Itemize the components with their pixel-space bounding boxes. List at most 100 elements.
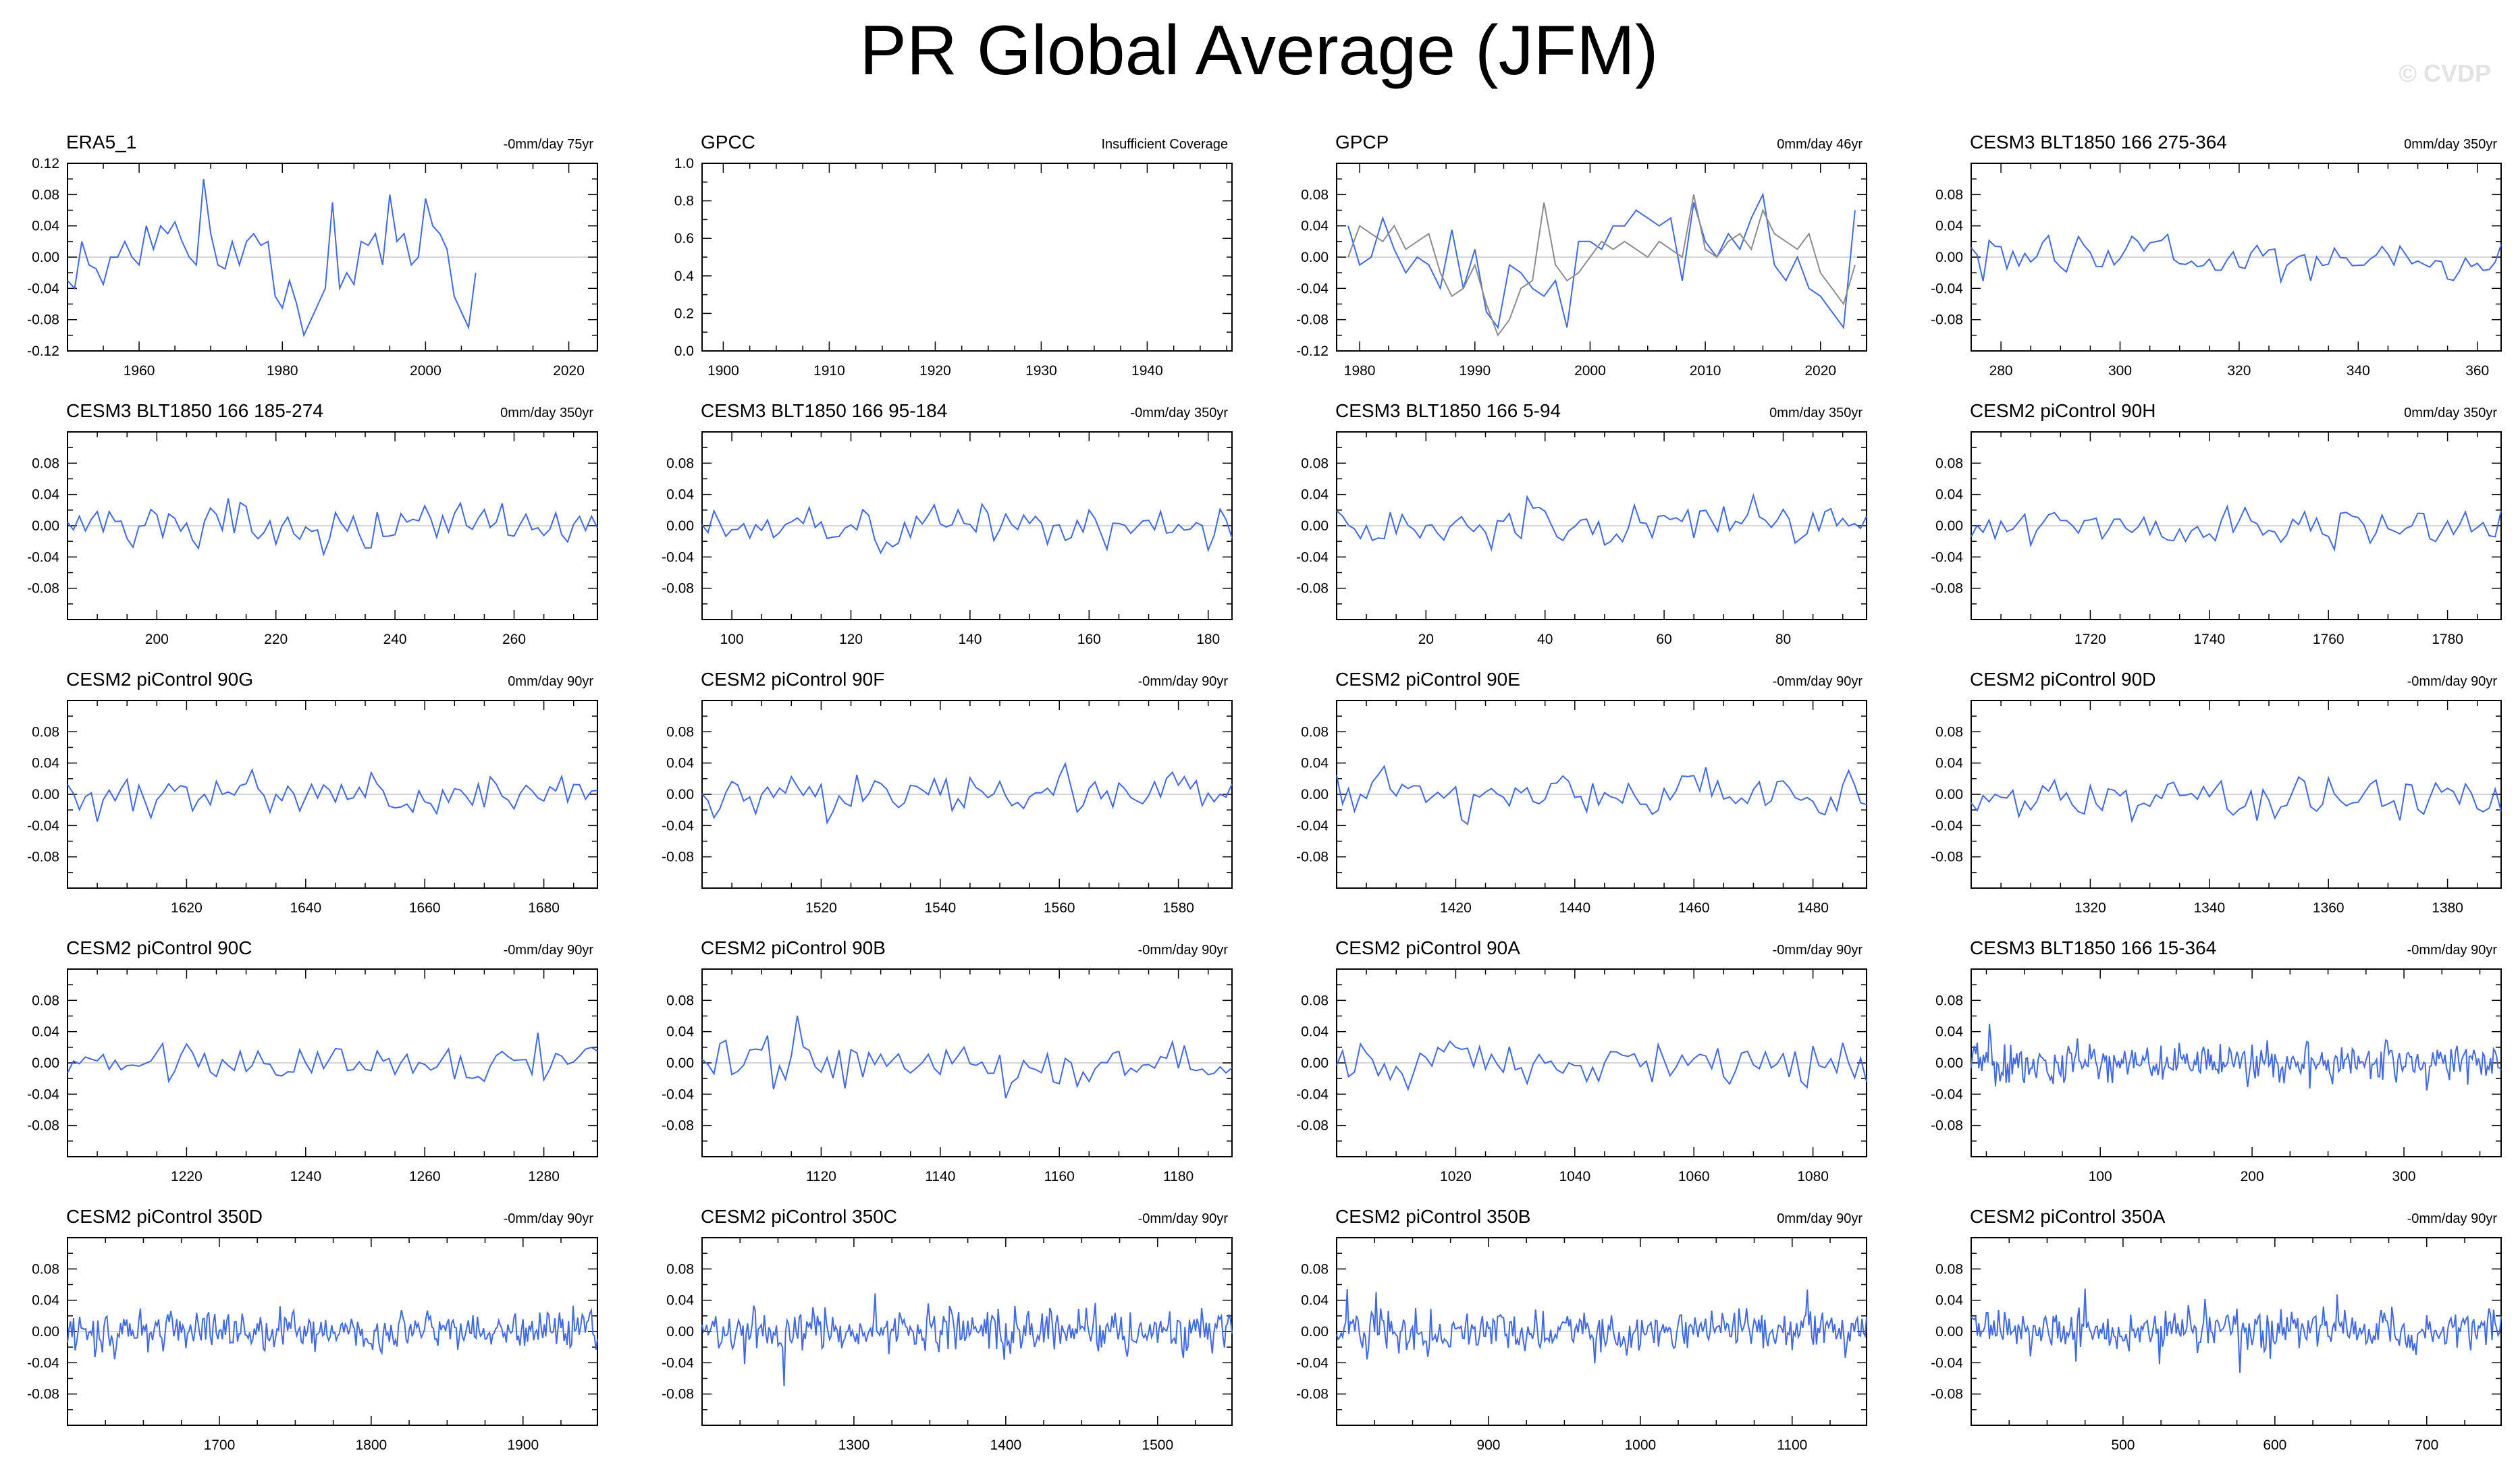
x-tick-label: 1930 [1025,363,1057,379]
x-tick-label: 1640 [290,900,321,916]
y-tick-label: -0.04 [27,1355,59,1371]
x-tick-label: 320 [2227,363,2251,379]
x-tick-label: 260 [502,632,526,647]
series-line-1 [1347,192,1856,329]
y-tick-label: -0.08 [1931,1387,1963,1402]
x-tick-label: 1380 [2432,900,2463,916]
y-tick-label: -0.04 [1296,1355,1329,1371]
panel-title: CESM2 piControl 90H [1970,400,2155,421]
x-tick-label: 1420 [1440,900,1472,916]
x-tick-label: 1980 [267,363,298,379]
y-tick-label: 0.08 [1301,187,1329,202]
x-tick-label: 600 [2263,1437,2286,1453]
panel-4: CESM3 BLT1850 166 275-364 0mm/day 350yr -0… [1931,132,2502,379]
x-tick-label: 1340 [2193,900,2225,916]
y-tick-label: 0.08 [32,724,59,740]
y-tick-label: 0.8 [674,194,694,209]
panel-15: CESM2 piControl 90A -0mm/day 90yr -0.08 -0.… [1296,937,1867,1184]
y-tick-label: 0.00 [1301,1324,1329,1340]
x-tick-label: 1990 [1459,363,1491,379]
x-tick-label: 1780 [2432,632,2463,647]
y-tick-label: 0.08 [1301,724,1329,740]
panel-2: GPCC Insufficient Coverage 0.0 0.2 0.4 0.6 0.8… [674,132,1233,379]
x-tick-label: 1500 [1142,1437,1173,1453]
panel-trend-label: -0mm/day 90yr [1138,1211,1229,1226]
y-tick-label: 0.00 [1935,1055,1963,1071]
panel-18: CESM2 piControl 350C -0mm/day 90yr -0.08 -0… [662,1206,1233,1453]
x-tick-label: 1700 [204,1437,236,1453]
x-tick-label: 1980 [1344,363,1376,379]
panel-3: GPCP 0mm/day 46yr -0.12 -0.08 -0.04 0.00 0.04 0… [1296,132,1867,379]
x-tick-label: 1480 [1797,900,1829,916]
panel-7: CESM3 BLT1850 166 5-94 0mm/day 350yr -0.08… [1296,400,1867,647]
y-tick-label: 0.08 [32,456,59,471]
panel-9: CESM2 piControl 90G 0mm/day 90yr -0.08 -0.0… [27,669,598,916]
x-tick-label: 340 [2347,363,2370,379]
y-tick-label: 0.00 [32,1055,59,1071]
y-tick-label: 0.04 [32,487,59,503]
y-tick-label: 0.04 [666,1293,694,1309]
y-tick-label: -0.08 [27,850,59,865]
x-tick-label: 1740 [2193,632,2225,647]
y-tick-label: -0.08 [1296,1387,1329,1402]
panel-title: CESM2 piControl 350C [701,1206,897,1227]
panel-title: CESM3 BLT1850 166 15-364 [1970,937,2216,958]
x-tick-label: 160 [1077,632,1101,647]
x-tick-label: 1680 [528,900,560,916]
y-tick-label: -0.04 [1931,549,1963,565]
y-tick-label: 0.00 [666,787,694,802]
y-tick-label: -0.08 [1296,850,1329,865]
x-tick-label: 2000 [1574,363,1606,379]
y-tick-label: 0.08 [666,1261,694,1277]
x-tick-label: 360 [2465,363,2489,379]
y-tick-label: -0.08 [662,1387,694,1402]
y-tick-label: 0.00 [32,250,59,265]
x-tick-label: 60 [1656,632,1671,647]
x-tick-label: 1900 [707,363,739,379]
panel-20: CESM2 piControl 350A -0mm/day 90yr -0.08 -0… [1931,1206,2502,1453]
y-tick-label: 0.04 [1935,756,1963,771]
y-tick-label: 0.04 [666,487,694,503]
x-tick-label: 180 [1196,632,1220,647]
y-tick-label: -0.04 [1296,1087,1329,1102]
series-line-1 [1971,233,2502,285]
y-tick-label: -0.08 [1931,581,1963,597]
series-line-1 [67,498,598,557]
x-tick-label: 1460 [1678,900,1710,916]
x-tick-label: 1000 [1624,1437,1656,1453]
panel-title: GPCP [1335,132,1389,153]
y-tick-label: 0.04 [32,1293,59,1309]
y-tick-label: 0.00 [1301,787,1329,802]
y-tick-label: -0.04 [1931,281,1963,296]
y-tick-label: 0.4 [674,269,695,284]
panel-trend-label: -0mm/day 350yr [1131,406,1229,420]
panel-trend-label: 0mm/day 350yr [1769,406,1863,420]
y-tick-label: -0.04 [662,1355,694,1371]
panel-title: CESM3 BLT1850 166 275-364 [1970,132,2227,153]
x-tick-label: 300 [2392,1169,2416,1184]
y-tick-label: -0.04 [662,549,694,565]
y-tick-label: -0.08 [1296,581,1329,597]
y-tick-label: -0.08 [27,1387,59,1402]
panel-title: CESM3 BLT1850 166 185-274 [66,400,323,421]
y-tick-label: 0.04 [1935,219,1963,234]
panel-trend-label: 0mm/day 46yr [1777,137,1863,152]
y-tick-label: 0.04 [666,1024,694,1040]
y-tick-label: 0.08 [1301,456,1329,471]
y-tick-label: -0.08 [27,581,59,597]
x-tick-label: 1040 [1559,1169,1590,1184]
series-line-1 [1336,765,1867,826]
y-tick-label: -0.08 [662,850,694,865]
panel-title: CESM3 BLT1850 166 5-94 [1335,400,1561,421]
y-tick-label: 0.04 [1301,219,1329,234]
panel-title: CESM3 BLT1850 166 95-184 [701,400,947,421]
panel-title: ERA5_1 [66,132,136,153]
panel-trend-label: -0mm/day 90yr [2407,674,2498,689]
x-tick-label: 1940 [1131,363,1163,379]
panel-1: ERA5_1 -0mm/day 75yr -0.12 -0.08 -0.04 0.00 0.… [27,132,598,379]
y-tick-label: 0.08 [32,993,59,1008]
panel-trend-label: 0mm/day 90yr [1777,1211,1863,1226]
y-tick-label: 0.6 [674,231,694,246]
x-tick-label: 1280 [528,1169,560,1184]
panel-title: CESM2 piControl 90G [66,669,253,690]
